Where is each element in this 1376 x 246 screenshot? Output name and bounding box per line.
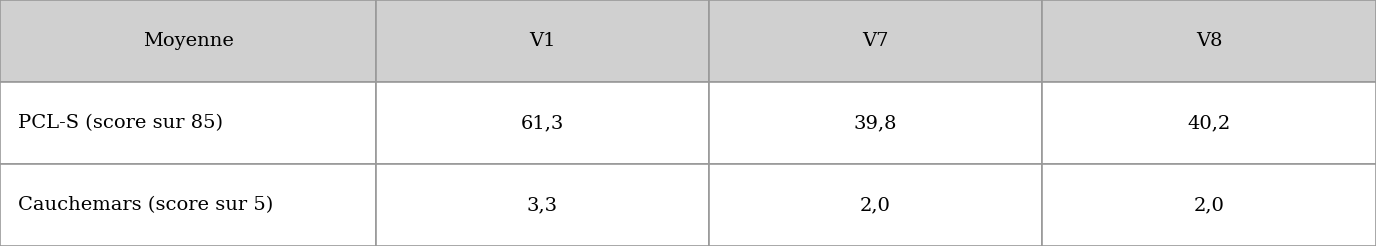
- Bar: [376, 0, 709, 82]
- Text: V1: V1: [530, 32, 556, 50]
- Text: PCL-S (score sur 85): PCL-S (score sur 85): [18, 114, 223, 132]
- Text: V8: V8: [1196, 32, 1222, 50]
- Bar: [1042, 82, 1376, 164]
- Bar: [376, 82, 709, 164]
- Bar: [1042, 164, 1376, 246]
- Text: 61,3: 61,3: [520, 114, 564, 132]
- Bar: [1042, 0, 1376, 82]
- Bar: [709, 164, 1042, 246]
- Bar: [376, 164, 709, 246]
- Bar: [0, 164, 376, 246]
- Bar: [0, 82, 376, 164]
- Bar: [0, 0, 376, 82]
- Bar: [709, 0, 1042, 82]
- Text: 3,3: 3,3: [527, 196, 559, 214]
- Bar: [709, 82, 1042, 164]
- Text: 2,0: 2,0: [860, 196, 890, 214]
- Text: 39,8: 39,8: [853, 114, 897, 132]
- Text: V7: V7: [863, 32, 889, 50]
- Text: Moyenne: Moyenne: [143, 32, 234, 50]
- Text: Cauchemars (score sur 5): Cauchemars (score sur 5): [18, 196, 274, 214]
- Text: 40,2: 40,2: [1187, 114, 1230, 132]
- Text: 2,0: 2,0: [1193, 196, 1225, 214]
